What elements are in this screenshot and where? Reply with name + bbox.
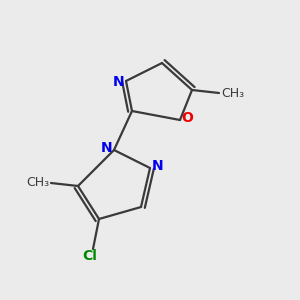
Text: Cl: Cl [82, 250, 98, 263]
Text: N: N [152, 160, 163, 173]
Text: CH₃: CH₃ [26, 176, 49, 190]
Text: N: N [113, 76, 124, 89]
Text: N: N [101, 142, 112, 155]
Text: CH₃: CH₃ [221, 86, 244, 100]
Text: O: O [182, 112, 194, 125]
